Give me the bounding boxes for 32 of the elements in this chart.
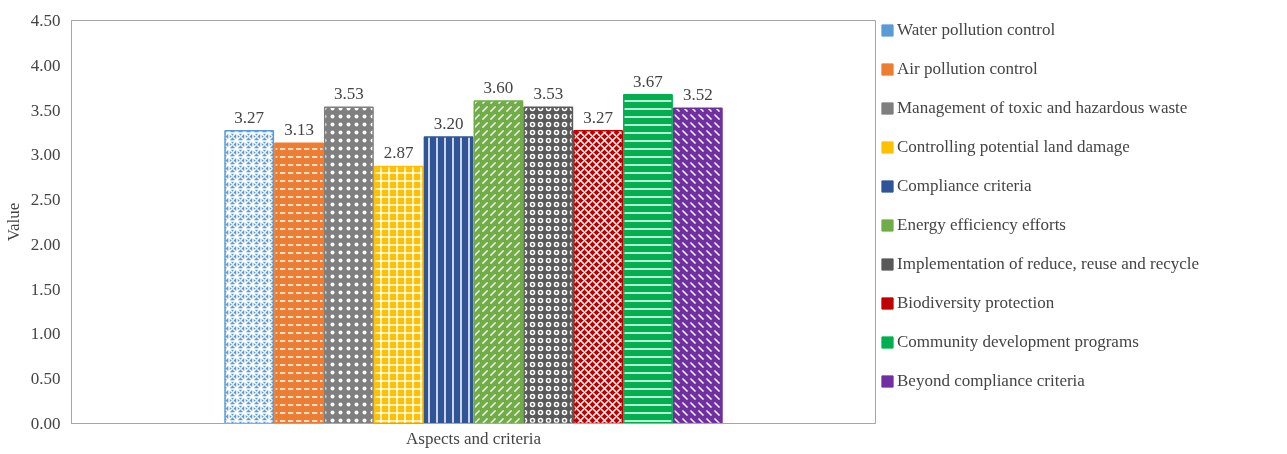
legend-label: Controlling potential land damage	[897, 137, 1130, 157]
text: 3.53	[533, 84, 564, 104]
y-tick-label: 0.00	[30, 414, 61, 433]
y-tick-label: 4.00	[30, 55, 61, 75]
legend-label: Air pollution control	[897, 59, 1038, 79]
text: 2.87	[383, 143, 414, 163]
y-tick-label: 4.50	[30, 11, 61, 30]
text: 3.20	[433, 113, 464, 133]
y-tick-label: 0.50	[30, 369, 61, 389]
text: 3.52	[682, 85, 713, 105]
y-axis-title: Value	[3, 202, 23, 242]
legend-label: Beyond compliance criteria	[897, 371, 1085, 391]
legend-label: Community development programs	[897, 332, 1139, 352]
legend-label: Biodiversity protection	[897, 293, 1055, 313]
legend-label: Management of toxic and hazardous waste	[897, 98, 1188, 118]
y-tick-label: 3.50	[30, 100, 61, 120]
y-tick-label: 3.00	[30, 145, 61, 165]
text: 3.27	[234, 107, 265, 127]
y-tick-label: 2.50	[30, 190, 61, 210]
x-axis-title: Aspects and criteria	[406, 428, 542, 448]
text: 3.60	[483, 78, 514, 98]
y-tick-label: 2.00	[30, 234, 61, 254]
y-tick-label: 1.00	[30, 324, 61, 344]
text: 3.27	[583, 107, 613, 127]
legend-label: Water pollution control	[897, 20, 1056, 40]
legend-label: Energy efficiency efforts	[897, 215, 1066, 235]
text: 3.53	[334, 84, 364, 104]
text: 3.67	[633, 71, 663, 91]
y-tick-label: 1.50	[30, 279, 61, 299]
legend-label: Implementation of reduce, reuse and recycle	[897, 254, 1200, 274]
legend-label: Compliance criteria	[897, 176, 1032, 196]
text: 3.13	[284, 120, 314, 140]
